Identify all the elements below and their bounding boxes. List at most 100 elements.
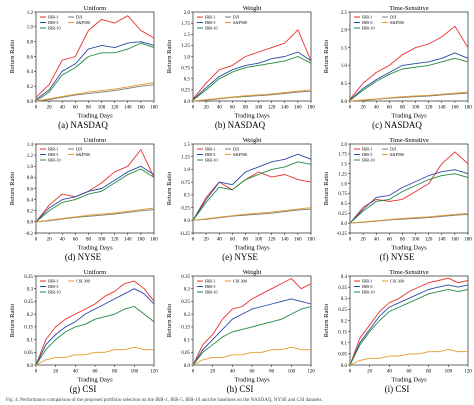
y-tick-label: 0.05 xyxy=(24,351,33,356)
legend-label: IRR-10 xyxy=(48,26,61,31)
y-axis-label: Return Ratio xyxy=(323,304,330,337)
x-tick-label: 60 xyxy=(407,370,413,375)
series-line-s-p500 xyxy=(349,212,469,224)
series-line-s-p500 xyxy=(192,89,312,102)
y-tick-label: 0.0 xyxy=(27,364,34,369)
legend-label: IRR-5 xyxy=(205,152,215,157)
legend-label: IRR-1 xyxy=(362,147,372,152)
y-tick-label: 0.3 xyxy=(341,297,348,302)
plot-frame xyxy=(349,143,469,234)
x-tick-label: 0 xyxy=(192,370,195,375)
series-line-irr-10 xyxy=(192,306,312,366)
series-line-irr-10 xyxy=(35,168,155,223)
y-tick-label: 0.25 xyxy=(181,300,190,305)
chart-title: Weight xyxy=(243,137,262,144)
y-tick-label: 0.3 xyxy=(184,288,191,293)
x-tick-label: 160 xyxy=(137,106,145,111)
x-tick-label: 180 xyxy=(307,106,315,111)
plot-frame xyxy=(192,143,312,234)
y-tick-label: 0.8 xyxy=(27,40,34,45)
series-line-irr-1 xyxy=(35,15,155,98)
x-tick-label: 160 xyxy=(451,238,459,243)
series-line-irr-5 xyxy=(349,284,469,366)
x-tick-label: 80 xyxy=(243,106,249,111)
y-tick-label: 0.0 xyxy=(27,221,34,226)
legend-label: IRR-1 xyxy=(205,15,215,20)
x-axis-label: Trading Days xyxy=(391,245,427,252)
legend-label: IRR-5 xyxy=(48,20,58,25)
legend-label: DJI xyxy=(233,15,240,20)
x-tick-label: 140 xyxy=(438,238,446,243)
legend-label: DJI xyxy=(76,147,83,152)
y-tick-label: 0.05 xyxy=(338,353,347,358)
x-axis-label: Trading Days xyxy=(77,245,113,252)
x-tick-label: 80 xyxy=(400,106,406,111)
x-tick-label: 0 xyxy=(349,370,352,375)
legend-label: IRR-1 xyxy=(362,279,372,284)
x-tick-label: 0 xyxy=(349,106,352,111)
legend-label: DJI xyxy=(390,15,397,20)
legend-label: IRR-5 xyxy=(362,20,372,25)
x-tick-label: 120 xyxy=(425,106,433,111)
series-line-irr-1 xyxy=(349,25,469,100)
y-tick-label: 0.15 xyxy=(24,326,33,331)
series-line-irr-10 xyxy=(192,161,312,221)
x-tick-label: 80 xyxy=(112,370,118,375)
legend-label: IRR-5 xyxy=(362,152,372,157)
x-tick-label: 80 xyxy=(86,238,92,243)
figure-bottom-caption: Fig. 4. Performance comparison of the pr… xyxy=(6,398,323,403)
y-tick-label: 0.35 xyxy=(181,275,190,280)
x-tick-label: 40 xyxy=(217,106,223,111)
y-tick-label: 2.0 xyxy=(341,143,348,148)
y-tick-label: 0.25 xyxy=(24,300,33,305)
x-tick-label: 80 xyxy=(86,106,92,111)
x-tick-label: 20 xyxy=(210,370,216,375)
x-tick-label: 120 xyxy=(464,370,472,375)
x-axis-label: Trading Days xyxy=(234,113,270,120)
y-tick-label: 0.25 xyxy=(338,212,347,217)
legend-label: S&P500 xyxy=(76,20,90,25)
legend-label: DJI xyxy=(76,15,83,20)
x-tick-label: 160 xyxy=(137,238,145,243)
y-tick-label: 1.0 xyxy=(341,64,348,69)
series-line-irr-10 xyxy=(192,56,312,101)
y-tick-label: 0.35 xyxy=(338,286,347,291)
legend-label: DJI xyxy=(233,147,240,152)
y-tick-label: 1.25 xyxy=(181,44,190,49)
panel-caption-h: (h) CSI xyxy=(226,384,254,394)
y-tick-label: 0.2 xyxy=(341,319,348,324)
x-tick-label: 40 xyxy=(217,238,223,243)
legend-label: S&P500 xyxy=(390,152,404,157)
x-axis-label: Trading Days xyxy=(391,377,427,384)
x-tick-label: 60 xyxy=(250,370,256,375)
y-tick-label: 0.75 xyxy=(338,192,347,197)
x-tick-label: 180 xyxy=(150,238,158,243)
x-tick-label: 20 xyxy=(361,238,367,243)
legend-label: CSI 300 xyxy=(233,279,247,284)
legend-label: IRR-10 xyxy=(205,158,218,163)
x-tick-label: 100 xyxy=(255,106,263,111)
x-tick-label: 100 xyxy=(412,238,420,243)
x-tick-label: 160 xyxy=(451,106,459,111)
y-tick-label: 1.0 xyxy=(27,26,34,31)
y-tick-label: 0.1 xyxy=(184,338,191,343)
series-line-irr-5 xyxy=(35,165,155,223)
y-tick-label: -0.2 xyxy=(25,232,33,237)
y-tick-label: 1.5 xyxy=(341,163,348,168)
y-tick-label: 0.2 xyxy=(27,210,34,215)
y-tick-label: 0.2 xyxy=(184,313,191,318)
y-tick-label: -0.25 xyxy=(180,232,191,237)
legend-label: IRR-5 xyxy=(48,152,58,157)
chart-panel-a: Uniform 0 20 40 60 80 100 120 140 160 180 0.0 0.2 0.4… xyxy=(8,4,158,129)
x-tick-label: 20 xyxy=(47,238,53,243)
series-line-irr-5 xyxy=(192,153,312,221)
x-tick-label: 60 xyxy=(387,238,393,243)
x-tick-label: 180 xyxy=(464,238,472,243)
y-tick-label: 0.25 xyxy=(338,308,347,313)
x-axis-label: Trading Days xyxy=(234,245,270,252)
x-tick-label: 40 xyxy=(374,106,380,111)
x-tick-label: 100 xyxy=(98,106,106,111)
